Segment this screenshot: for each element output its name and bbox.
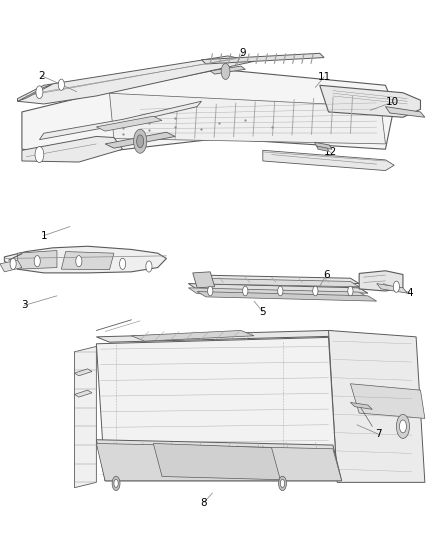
Ellipse shape [393, 281, 399, 292]
Ellipse shape [146, 261, 152, 272]
Text: 12: 12 [324, 148, 337, 157]
Polygon shape [201, 53, 324, 64]
Polygon shape [4, 246, 166, 273]
Ellipse shape [34, 256, 40, 266]
Polygon shape [317, 146, 328, 151]
Polygon shape [105, 132, 175, 148]
Text: 4: 4 [406, 288, 413, 297]
Polygon shape [197, 275, 359, 284]
Polygon shape [96, 337, 337, 481]
Polygon shape [96, 443, 342, 481]
Ellipse shape [58, 79, 64, 90]
Ellipse shape [208, 286, 213, 296]
Polygon shape [22, 69, 394, 155]
Polygon shape [96, 440, 342, 481]
Polygon shape [377, 284, 407, 293]
Text: 11: 11 [318, 72, 331, 82]
Polygon shape [39, 101, 201, 140]
Polygon shape [197, 278, 359, 287]
Text: 6: 6 [323, 270, 330, 280]
Text: 8: 8 [200, 498, 207, 507]
Ellipse shape [120, 258, 126, 269]
Polygon shape [320, 85, 420, 117]
Text: 5: 5 [259, 307, 266, 317]
Ellipse shape [112, 477, 120, 490]
Ellipse shape [221, 63, 230, 79]
Ellipse shape [313, 286, 318, 296]
Polygon shape [110, 93, 385, 144]
Polygon shape [96, 330, 350, 342]
Polygon shape [350, 384, 425, 418]
Ellipse shape [10, 258, 16, 269]
Polygon shape [61, 252, 114, 270]
Ellipse shape [280, 480, 285, 487]
Text: 2: 2 [38, 71, 45, 80]
Ellipse shape [278, 286, 283, 296]
Ellipse shape [243, 286, 248, 296]
Ellipse shape [35, 147, 44, 163]
Polygon shape [96, 116, 162, 131]
Polygon shape [385, 107, 425, 117]
Polygon shape [18, 56, 254, 104]
Polygon shape [74, 346, 96, 488]
Ellipse shape [76, 256, 82, 266]
Text: 10: 10 [385, 98, 399, 107]
Polygon shape [328, 330, 425, 482]
Ellipse shape [396, 415, 410, 438]
Ellipse shape [279, 477, 286, 490]
Polygon shape [188, 288, 368, 297]
Text: 7: 7 [375, 430, 382, 439]
Ellipse shape [36, 86, 43, 99]
Polygon shape [210, 66, 245, 74]
Ellipse shape [137, 135, 144, 148]
Ellipse shape [348, 286, 353, 296]
Polygon shape [359, 271, 403, 291]
Polygon shape [350, 402, 372, 409]
Ellipse shape [399, 420, 406, 433]
Polygon shape [314, 142, 332, 149]
Ellipse shape [134, 130, 147, 154]
Text: 9: 9 [240, 49, 247, 58]
Text: 3: 3 [21, 301, 28, 310]
Polygon shape [263, 150, 394, 171]
Polygon shape [131, 330, 254, 341]
Polygon shape [18, 251, 57, 269]
Polygon shape [22, 136, 123, 162]
Polygon shape [74, 390, 92, 397]
Polygon shape [153, 443, 280, 480]
Polygon shape [193, 272, 215, 288]
Polygon shape [18, 84, 53, 101]
Text: 1: 1 [40, 231, 47, 240]
Polygon shape [197, 292, 377, 301]
Ellipse shape [114, 480, 118, 487]
Polygon shape [188, 284, 368, 293]
Polygon shape [0, 260, 22, 272]
Polygon shape [74, 369, 92, 376]
